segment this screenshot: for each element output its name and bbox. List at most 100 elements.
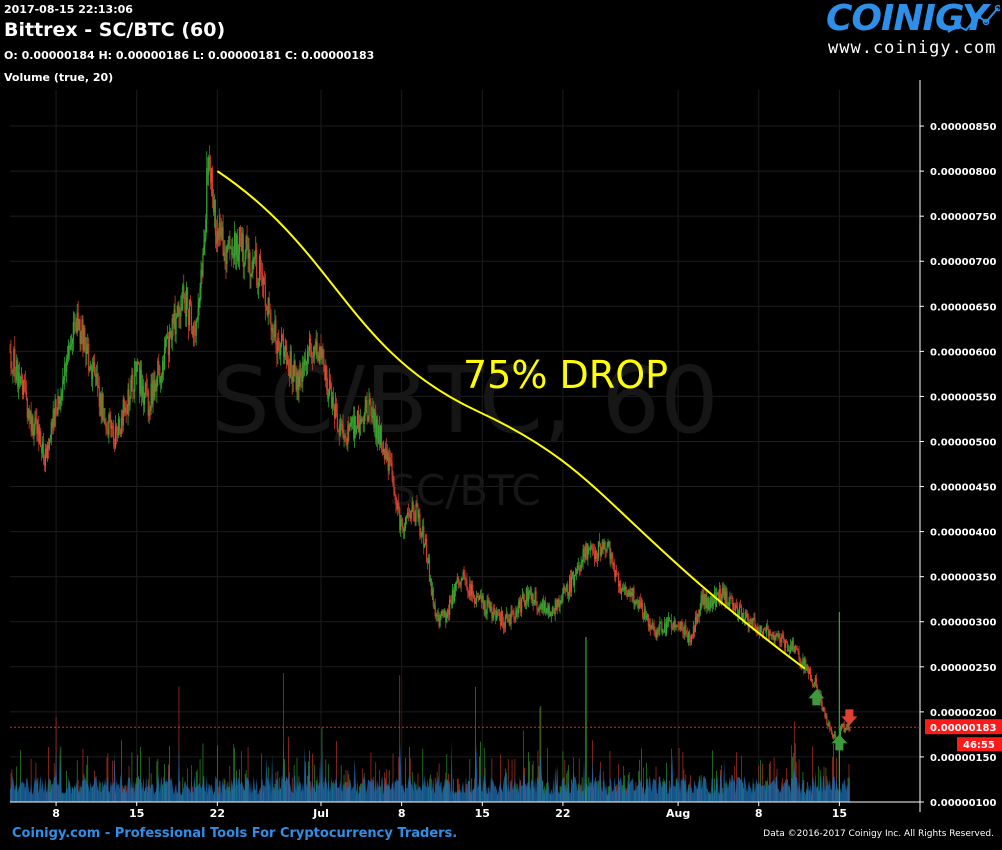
candle-body — [319, 347, 321, 363]
candle-body — [125, 407, 127, 412]
candle-body — [107, 429, 109, 435]
candle-body — [322, 349, 324, 358]
candle-body — [592, 548, 594, 551]
candle-body — [680, 621, 682, 630]
candle-body — [330, 388, 333, 408]
candle-body — [27, 408, 29, 418]
candle-body — [742, 612, 744, 621]
candle-body — [842, 723, 844, 727]
candle-body — [833, 735, 835, 737]
candle-body — [278, 337, 280, 352]
candle-body — [138, 364, 141, 394]
candle-body — [531, 593, 533, 600]
candle-body — [541, 603, 543, 610]
candle-body — [733, 609, 735, 610]
candle-body — [486, 599, 488, 614]
candle-body — [695, 616, 697, 624]
candle-body — [608, 541, 610, 544]
candle-body — [370, 401, 372, 416]
timestamp: 2017-08-15 22:13:06 — [4, 3, 133, 16]
y-tick-label: 0.00000600 — [930, 347, 996, 358]
candle-body — [789, 644, 792, 653]
candle-body — [824, 710, 826, 718]
candle-body — [219, 222, 221, 237]
candle-body — [274, 320, 276, 338]
candle-body — [578, 565, 580, 569]
candle-body — [304, 359, 306, 366]
candle-body — [730, 597, 732, 599]
candle-body — [539, 607, 541, 610]
candle-body — [235, 235, 238, 256]
candle-body — [526, 588, 528, 602]
candle-body — [68, 345, 71, 350]
price-chart[interactable]: SC/BTC, 60 SC/BTC 0.000008500.000008000.… — [0, 0, 1002, 822]
candle-body — [470, 583, 472, 595]
candle-body — [251, 272, 253, 274]
candle-body — [223, 252, 225, 256]
candle-body — [713, 600, 715, 603]
candle-body — [64, 363, 66, 378]
candle-body — [357, 410, 360, 432]
candle-body — [788, 649, 791, 653]
candle-body — [747, 613, 749, 628]
candle-body — [91, 368, 94, 379]
candle-body — [60, 398, 62, 400]
candle-body — [689, 632, 691, 641]
candle-body — [762, 629, 765, 635]
candle-body — [753, 618, 755, 619]
candle-body — [496, 611, 498, 620]
logo-url[interactable]: www.coinigy.com — [828, 38, 997, 58]
candle-body — [589, 548, 591, 551]
candle-body — [598, 541, 600, 544]
candle-body — [281, 334, 283, 345]
candle-body — [90, 365, 92, 370]
candle-body — [55, 399, 57, 413]
candle-body — [500, 610, 503, 626]
candle-body — [758, 627, 760, 629]
candle-body — [511, 611, 513, 613]
candle-body — [66, 358, 68, 372]
candle-body — [234, 232, 237, 256]
candle-body — [73, 322, 75, 323]
candle-body — [655, 631, 657, 639]
candle-body — [80, 331, 82, 344]
candle-body — [611, 553, 613, 557]
candle-body — [445, 610, 447, 623]
candle-body — [24, 381, 26, 391]
candle-body — [378, 426, 380, 443]
candle-body — [821, 701, 823, 711]
candle-body — [312, 356, 314, 358]
candle-body — [272, 327, 274, 335]
volume-indicator-label[interactable]: Volume (true, 20) — [4, 71, 114, 84]
candle-body — [19, 377, 22, 384]
candle-body — [444, 610, 446, 618]
candle-body — [230, 247, 232, 249]
coinigy-logo[interactable]: COINIGY www.coinigy.com — [826, 0, 1000, 60]
footer-tagline[interactable]: Coinigy.com - Professional Tools For Cry… — [12, 826, 458, 841]
candle-body — [156, 377, 158, 391]
candle-body — [330, 379, 332, 389]
volume-bars — [10, 612, 850, 802]
candle-body — [504, 617, 506, 629]
candle-body — [167, 335, 169, 355]
candle-body — [651, 623, 653, 628]
candle-body — [36, 419, 38, 435]
candle-body — [543, 599, 545, 612]
candle-body — [172, 318, 174, 324]
candle-body — [505, 613, 507, 618]
candle-body — [216, 231, 218, 245]
candle-body — [619, 583, 622, 594]
candle-body — [198, 301, 200, 308]
candle-body — [418, 513, 420, 518]
candle-body — [767, 629, 769, 637]
candle-body — [591, 545, 593, 549]
candle-body — [794, 646, 796, 652]
candle-body — [717, 593, 720, 602]
candle-body — [459, 584, 461, 586]
candle-body — [780, 642, 782, 644]
candle-body — [793, 646, 795, 652]
candle-body — [684, 625, 686, 635]
candle-body — [28, 408, 30, 420]
candle-body — [245, 236, 247, 253]
candle-body — [255, 249, 257, 258]
